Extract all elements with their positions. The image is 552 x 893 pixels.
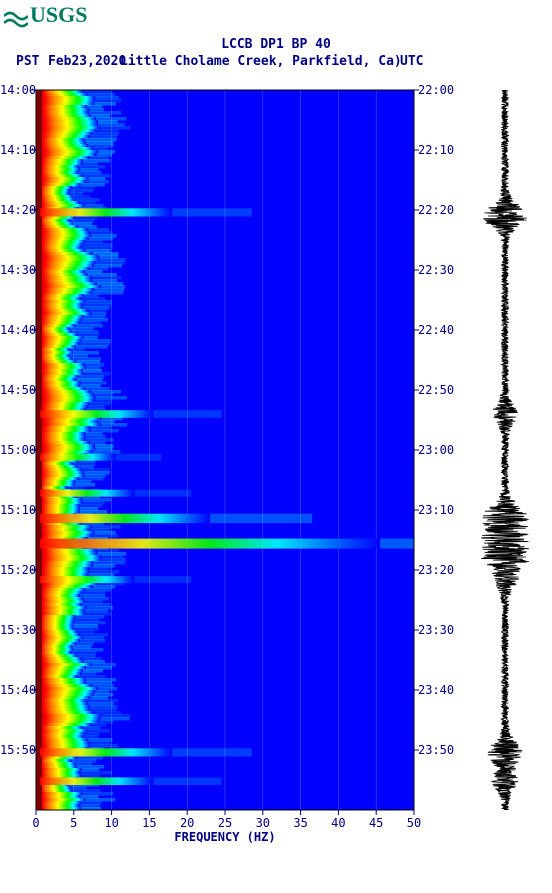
y-tick-pst: 15:10 — [0, 503, 34, 517]
utc-label: UTC — [400, 54, 423, 69]
y-tick-pst: 14:00 — [0, 83, 34, 97]
y-tick-utc: 23:20 — [418, 563, 458, 577]
x-tick: 20 — [177, 816, 197, 830]
y-tick-pst: 14:30 — [0, 263, 34, 277]
y-tick-utc: 22:40 — [418, 323, 458, 337]
y-tick-utc: 23:00 — [418, 443, 458, 457]
y-tick-utc: 23:30 — [418, 623, 458, 637]
y-tick-utc: 22:30 — [418, 263, 458, 277]
usgs-waves-icon — [4, 8, 28, 26]
x-tick: 45 — [366, 816, 386, 830]
x-tick: 50 — [404, 816, 424, 830]
y-tick-utc: 22:10 — [418, 143, 458, 157]
y-tick-pst: 14:20 — [0, 203, 34, 217]
y-tick-pst: 15:50 — [0, 743, 34, 757]
y-tick-utc: 23:50 — [418, 743, 458, 757]
x-tick: 30 — [253, 816, 273, 830]
x-tick: 15 — [139, 816, 159, 830]
x-tick: 40 — [328, 816, 348, 830]
y-tick-utc: 23:40 — [418, 683, 458, 697]
y-tick-utc: 22:00 — [418, 83, 458, 97]
pst-label: PST — [16, 54, 39, 69]
x-tick: 0 — [26, 816, 46, 830]
x-axis-label: FREQUENCY (HZ) — [150, 830, 300, 844]
y-tick-pst: 14:40 — [0, 323, 34, 337]
x-tick: 10 — [102, 816, 122, 830]
y-tick-utc: 23:10 — [418, 503, 458, 517]
y-tick-utc: 22:20 — [418, 203, 458, 217]
y-tick-pst: 14:10 — [0, 143, 34, 157]
y-tick-pst: 15:40 — [0, 683, 34, 697]
y-tick-pst: 14:50 — [0, 383, 34, 397]
x-tick: 35 — [291, 816, 311, 830]
date-label: Feb23,2020 — [48, 54, 126, 69]
y-tick-utc: 22:50 — [418, 383, 458, 397]
y-tick-pst: 15:30 — [0, 623, 34, 637]
spectrogram-chart — [36, 90, 414, 810]
chart-title: LCCB DP1 BP 40 — [0, 36, 552, 54]
seismogram-trace — [480, 90, 530, 810]
y-tick-pst: 15:00 — [0, 443, 34, 457]
usgs-logo: USGS — [4, 2, 87, 28]
y-tick-pst: 15:20 — [0, 563, 34, 577]
x-tick: 25 — [215, 816, 235, 830]
subtitle: Little Cholame Creek, Parkfield, Ca) — [120, 54, 402, 69]
x-tick: 5 — [64, 816, 84, 830]
usgs-logo-text: USGS — [30, 2, 87, 27]
